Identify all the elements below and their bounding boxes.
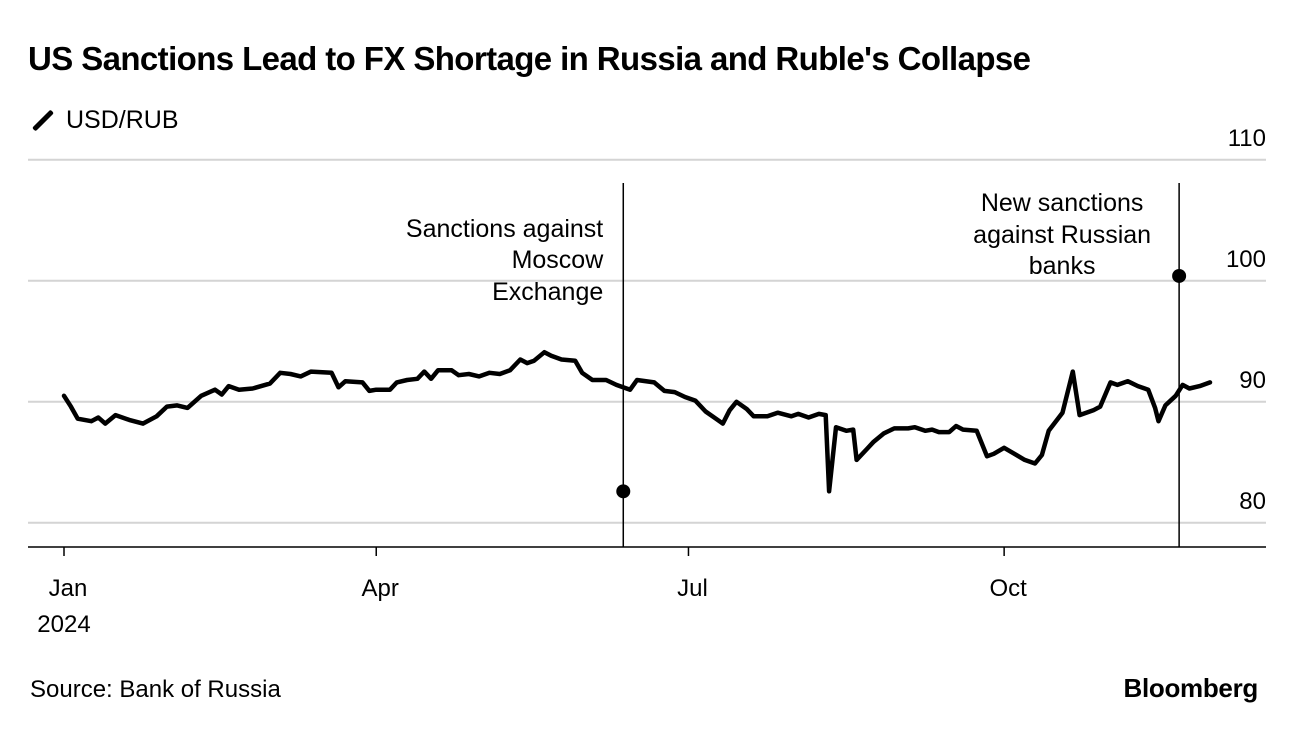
annotation-2-line-2: against Russian [973, 221, 1151, 249]
annotation-label-2: New sanctions against Russian banks [973, 189, 1151, 280]
y-tick-label-80: 80 [1239, 488, 1266, 515]
annotation-marker-1 [616, 484, 631, 499]
legend: USD/RUB [30, 106, 179, 135]
annotation-1-line-1: Sanctions against [406, 215, 603, 243]
x-tick-label-oct: Oct [989, 575, 1027, 602]
annotation-2-line-3: banks [1029, 252, 1096, 280]
y-tick-label-110: 110 [1228, 125, 1266, 152]
annotation-marker-2 [1172, 268, 1187, 283]
annotation-1-line-2: Moscow [512, 246, 605, 274]
y-tick-label-100: 100 [1226, 246, 1266, 273]
y-tick-label-90: 90 [1239, 367, 1266, 394]
series-line-usd-rub [61, 349, 1213, 494]
brand-logo: Bloomberg [1123, 673, 1258, 703]
chart-title: US Sanctions Lead to FX Shortage in Russ… [28, 40, 1031, 77]
x-tick-sublabel-2024: 2024 [37, 611, 90, 638]
x-tick-label-jan: Jan [49, 575, 88, 602]
annotation-1-line-3: Exchange [492, 278, 603, 306]
source-note: Source: Bank of Russia [30, 676, 281, 703]
annotation-2-line-1: New sanctions [981, 189, 1144, 217]
annotation-label-1: Sanctions against Moscow Exchange [406, 215, 604, 306]
x-tick-label-apr: Apr [362, 575, 399, 602]
x-tick-label-jul: Jul [677, 575, 708, 602]
legend-label: USD/RUB [66, 106, 179, 134]
